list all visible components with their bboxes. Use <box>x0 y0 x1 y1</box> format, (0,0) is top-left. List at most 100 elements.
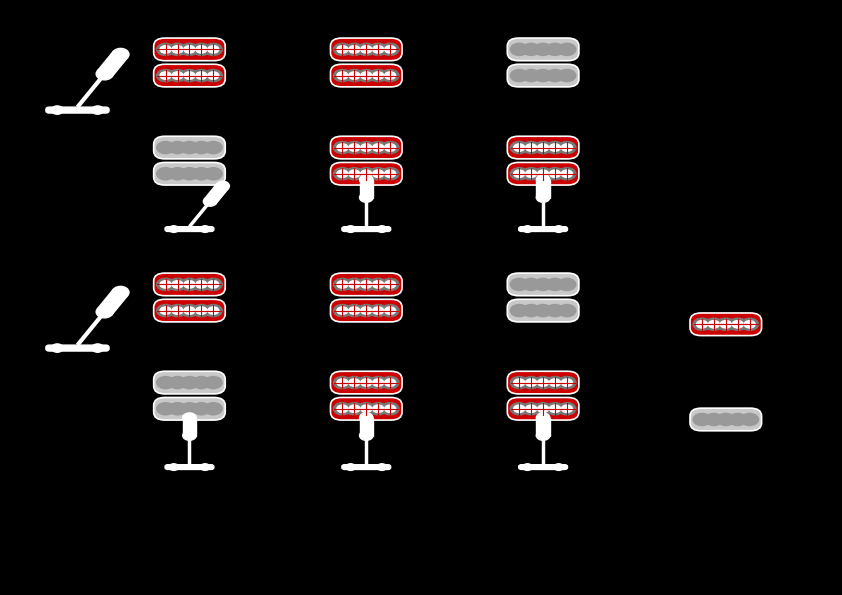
Circle shape <box>207 378 220 387</box>
Circle shape <box>372 306 385 315</box>
Circle shape <box>156 376 175 389</box>
Polygon shape <box>98 51 128 77</box>
Circle shape <box>171 405 184 413</box>
Circle shape <box>369 278 388 291</box>
Circle shape <box>171 378 184 387</box>
Circle shape <box>159 306 172 315</box>
Circle shape <box>549 45 562 54</box>
Circle shape <box>372 405 385 413</box>
Circle shape <box>372 71 385 80</box>
Circle shape <box>557 69 577 82</box>
Circle shape <box>513 280 525 289</box>
Circle shape <box>372 45 385 54</box>
Circle shape <box>192 402 211 415</box>
Circle shape <box>204 43 223 56</box>
Circle shape <box>740 413 759 426</box>
Circle shape <box>207 306 220 315</box>
Circle shape <box>357 304 376 317</box>
Circle shape <box>336 405 349 413</box>
Circle shape <box>171 143 184 152</box>
Circle shape <box>336 378 349 387</box>
Circle shape <box>554 464 563 471</box>
Circle shape <box>171 45 184 54</box>
Circle shape <box>183 431 196 440</box>
Circle shape <box>159 143 172 152</box>
Circle shape <box>200 464 210 471</box>
Circle shape <box>740 318 759 331</box>
Circle shape <box>180 167 199 180</box>
Circle shape <box>192 141 211 154</box>
Circle shape <box>51 106 63 114</box>
Circle shape <box>171 306 184 315</box>
Circle shape <box>536 431 550 440</box>
Circle shape <box>192 376 211 389</box>
Circle shape <box>180 141 199 154</box>
Circle shape <box>360 405 372 413</box>
Circle shape <box>159 378 172 387</box>
Circle shape <box>336 143 349 152</box>
FancyBboxPatch shape <box>519 465 568 469</box>
Circle shape <box>525 306 537 315</box>
Circle shape <box>513 170 525 178</box>
FancyBboxPatch shape <box>153 299 226 322</box>
Circle shape <box>743 415 756 424</box>
Circle shape <box>333 69 352 82</box>
Circle shape <box>369 167 388 180</box>
Circle shape <box>525 280 537 289</box>
Circle shape <box>720 320 732 328</box>
Circle shape <box>156 69 175 82</box>
FancyBboxPatch shape <box>165 465 214 469</box>
Circle shape <box>546 304 565 317</box>
Circle shape <box>171 71 184 80</box>
Circle shape <box>168 304 187 317</box>
Circle shape <box>534 69 552 82</box>
FancyBboxPatch shape <box>507 371 579 394</box>
Circle shape <box>525 71 537 80</box>
Circle shape <box>732 415 744 424</box>
Circle shape <box>384 143 397 152</box>
FancyBboxPatch shape <box>153 136 226 159</box>
FancyBboxPatch shape <box>507 136 579 159</box>
Circle shape <box>523 226 532 233</box>
Circle shape <box>537 378 549 387</box>
Circle shape <box>344 69 364 82</box>
Circle shape <box>159 280 172 289</box>
FancyBboxPatch shape <box>507 64 579 87</box>
Circle shape <box>348 405 360 413</box>
Circle shape <box>381 43 400 56</box>
Circle shape <box>549 306 562 315</box>
Circle shape <box>561 143 573 152</box>
Circle shape <box>536 193 550 202</box>
Circle shape <box>537 45 549 54</box>
Circle shape <box>537 306 549 315</box>
Circle shape <box>369 304 388 317</box>
Circle shape <box>348 378 360 387</box>
Circle shape <box>384 45 397 54</box>
Circle shape <box>372 170 385 178</box>
Circle shape <box>717 413 735 426</box>
Circle shape <box>156 167 175 180</box>
Polygon shape <box>360 418 373 436</box>
Circle shape <box>159 45 172 54</box>
Circle shape <box>336 71 349 80</box>
Circle shape <box>521 278 541 291</box>
Circle shape <box>180 69 199 82</box>
Circle shape <box>333 167 352 180</box>
Circle shape <box>377 226 386 233</box>
Circle shape <box>384 306 397 315</box>
Circle shape <box>360 431 373 440</box>
Circle shape <box>171 280 184 289</box>
Circle shape <box>180 402 199 415</box>
Circle shape <box>216 181 229 191</box>
Circle shape <box>509 167 529 180</box>
Circle shape <box>521 402 541 415</box>
Circle shape <box>192 304 211 317</box>
Circle shape <box>384 405 397 413</box>
Circle shape <box>513 306 525 315</box>
Circle shape <box>521 304 541 317</box>
Circle shape <box>156 304 175 317</box>
Circle shape <box>336 280 349 289</box>
Circle shape <box>381 278 400 291</box>
Circle shape <box>561 280 573 289</box>
Circle shape <box>381 304 400 317</box>
